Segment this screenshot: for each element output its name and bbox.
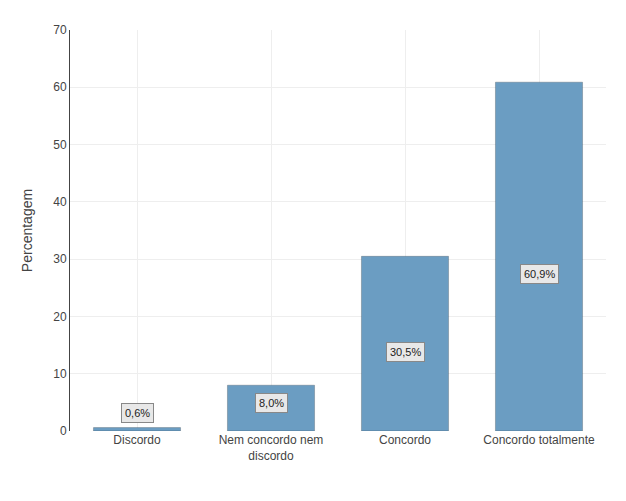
svg-text:30,5%: 30,5% [390, 346, 421, 358]
svg-text:Percentagem: Percentagem [19, 189, 35, 272]
svg-text:8,0%: 8,0% [259, 397, 284, 409]
svg-text:60,9%: 60,9% [524, 268, 555, 280]
svg-text:20: 20 [53, 310, 67, 324]
svg-text:Nem concordo nemdiscordo: Nem concordo nemdiscordo [219, 433, 324, 463]
svg-text:Concordo totalmente: Concordo totalmente [483, 433, 595, 447]
svg-text:Concordo: Concordo [379, 433, 431, 447]
svg-text:10: 10 [53, 367, 67, 381]
svg-text:60: 60 [53, 80, 67, 94]
svg-text:30: 30 [53, 252, 67, 266]
svg-text:50: 50 [53, 138, 67, 152]
svg-text:70: 70 [53, 23, 67, 37]
svg-text:40: 40 [53, 195, 67, 209]
svg-text:0,6%: 0,6% [125, 407, 150, 419]
svg-text:Discordo: Discordo [113, 433, 161, 447]
svg-text:0: 0 [60, 424, 67, 438]
